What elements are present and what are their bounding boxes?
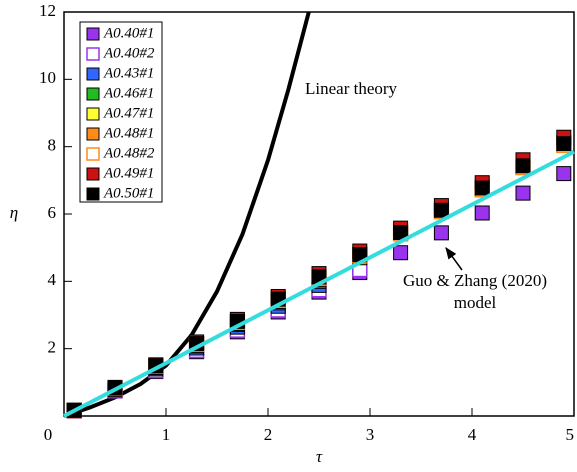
legend-marker bbox=[86, 187, 100, 201]
x-tick-label: 4 bbox=[468, 425, 477, 444]
legend-label: A0.50#1 bbox=[103, 185, 154, 201]
legend-label: A0.49#1 bbox=[103, 165, 154, 181]
legend-label: A0.46#1 bbox=[103, 85, 154, 101]
y-tick-label: 4 bbox=[48, 270, 57, 289]
legend-label: A0.48#1 bbox=[103, 125, 154, 141]
y-axis-label: η bbox=[10, 203, 18, 222]
legend-marker bbox=[86, 127, 100, 141]
annotation: Linear theory bbox=[305, 79, 398, 98]
legend-marker bbox=[86, 27, 100, 41]
legend-label: A0.40#1 bbox=[103, 25, 154, 41]
legend-label: A0.43#1 bbox=[103, 65, 154, 81]
marker bbox=[474, 205, 490, 221]
marker bbox=[433, 202, 449, 218]
x-tick-label: 0 bbox=[44, 425, 53, 444]
x-tick-label: 5 bbox=[566, 425, 575, 444]
legend-label: A0.40#2 bbox=[103, 45, 155, 61]
marker bbox=[515, 185, 531, 201]
marker bbox=[393, 245, 409, 261]
y-tick-label: 6 bbox=[48, 203, 57, 222]
y-tick-label: 12 bbox=[39, 1, 56, 20]
arrow bbox=[445, 247, 463, 271]
legend: A0.40#1 A0.40#2 A0.43#1 A0.46#1 A0.47#1 A0.48… bbox=[79, 21, 163, 203]
x-tick-label: 2 bbox=[264, 425, 273, 444]
x-tick-label: 1 bbox=[162, 425, 171, 444]
y-tick-label: 2 bbox=[48, 338, 57, 357]
legend-marker bbox=[86, 87, 100, 101]
x-axis-label: τ bbox=[316, 447, 323, 466]
legend-marker bbox=[86, 147, 100, 161]
legend-marker bbox=[86, 47, 100, 61]
legend-marker bbox=[86, 167, 100, 181]
legend-marker bbox=[86, 67, 100, 81]
legend-label: A0.47#1 bbox=[103, 105, 154, 121]
y-tick-label: 10 bbox=[39, 68, 56, 87]
y-tick-label: 8 bbox=[48, 136, 57, 155]
marker bbox=[433, 225, 449, 241]
marker bbox=[515, 158, 531, 174]
legend-label: A0.48#2 bbox=[103, 145, 155, 161]
marker bbox=[556, 166, 572, 182]
legend-marker bbox=[86, 107, 100, 121]
x-tick-label: 3 bbox=[366, 425, 375, 444]
curve bbox=[63, 149, 575, 418]
marker bbox=[556, 136, 572, 152]
marker bbox=[474, 180, 490, 196]
annotation: Guo & Zhang (2020) bbox=[403, 271, 547, 290]
annotation: model bbox=[454, 293, 497, 312]
